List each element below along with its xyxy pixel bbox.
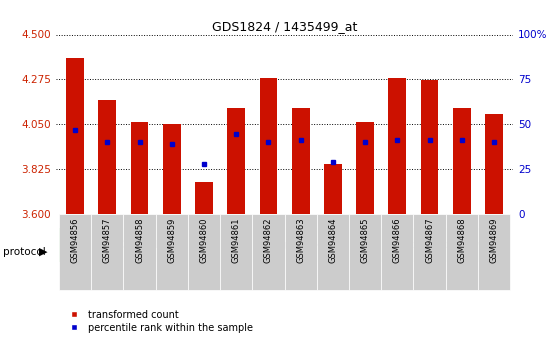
Text: GSM94856: GSM94856 [71,218,80,263]
Text: Nanog knockdown: Nanog knockdown [253,240,349,250]
FancyBboxPatch shape [478,214,510,290]
Bar [421,80,439,214]
Title: GDS1824 / 1435499_at: GDS1824 / 1435499_at [212,20,357,33]
Bar [324,164,341,214]
FancyBboxPatch shape [252,214,285,290]
Bar [453,108,470,214]
Bar [131,122,148,214]
FancyBboxPatch shape [92,214,123,290]
Bar [228,108,245,214]
FancyBboxPatch shape [188,214,220,290]
Text: GSM94857: GSM94857 [103,218,112,263]
FancyBboxPatch shape [123,214,156,290]
Text: GSM94869: GSM94869 [489,218,498,263]
FancyBboxPatch shape [220,214,252,290]
FancyBboxPatch shape [413,214,446,290]
Text: GSM94862: GSM94862 [264,218,273,263]
FancyBboxPatch shape [317,214,349,290]
Text: protocol: protocol [3,247,46,257]
FancyBboxPatch shape [59,214,92,290]
Text: GSM94861: GSM94861 [232,218,240,263]
Text: GSM94859: GSM94859 [167,218,176,263]
Legend: transformed count, percentile rank within the sample: transformed count, percentile rank withi… [61,306,257,337]
Text: GSM94863: GSM94863 [296,218,305,263]
Bar [259,78,277,214]
Bar [220,228,381,262]
Bar [381,228,510,262]
Text: GSM94867: GSM94867 [425,218,434,263]
Bar [66,58,84,214]
Bar [163,124,181,214]
Text: GSM94860: GSM94860 [200,218,209,263]
Text: GSM94858: GSM94858 [135,218,144,263]
Text: GSM94864: GSM94864 [329,218,338,263]
FancyBboxPatch shape [156,214,188,290]
FancyBboxPatch shape [349,214,381,290]
Bar [485,114,503,214]
FancyBboxPatch shape [285,214,317,290]
Text: ▶: ▶ [39,247,48,257]
Text: GSM94865: GSM94865 [360,218,369,263]
Bar [195,182,213,214]
Text: Oct4 knockdown: Oct4 knockdown [402,240,489,250]
FancyBboxPatch shape [381,214,413,290]
FancyBboxPatch shape [446,214,478,290]
Bar [99,100,116,214]
Bar [292,108,310,214]
Text: Control: Control [121,240,158,250]
Text: GSM94868: GSM94868 [458,218,466,263]
Bar [388,78,406,214]
Text: GSM94866: GSM94866 [393,218,402,263]
Bar [59,228,220,262]
Bar [356,122,374,214]
